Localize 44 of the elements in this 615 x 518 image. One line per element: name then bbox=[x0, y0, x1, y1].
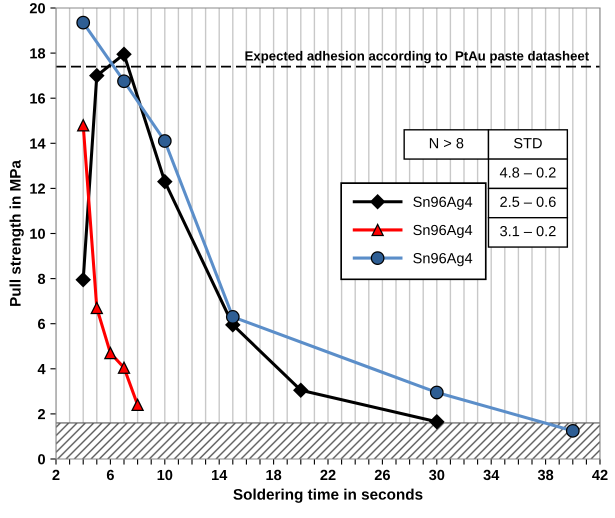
x-tick-label: 26 bbox=[374, 470, 390, 480]
point bbox=[90, 302, 103, 314]
y-tick-label: 18 bbox=[30, 48, 46, 59]
x-tick-label: 34 bbox=[483, 470, 500, 480]
ref-line-label: Expected adhesion according to PtAu paste datasheet bbox=[245, 50, 589, 64]
point bbox=[131, 398, 144, 412]
point bbox=[293, 382, 308, 398]
y-tick-label: 4 bbox=[38, 364, 46, 374]
point bbox=[104, 346, 117, 360]
x-tick-label: 22 bbox=[320, 470, 336, 480]
x-axis-title: Soldering time in seconds bbox=[233, 488, 422, 503]
legend-label: Sn96Ag4 bbox=[413, 224, 472, 238]
legend-label: Sn96Ag4 bbox=[413, 196, 472, 210]
y-tick-label: 14 bbox=[30, 138, 46, 149]
point bbox=[89, 68, 104, 84]
point bbox=[77, 119, 90, 132]
y-axis-title: Pull strength in MPa bbox=[10, 160, 24, 306]
y-tick-label: 16 bbox=[30, 93, 46, 104]
x-tick-label: 6 bbox=[106, 470, 114, 480]
annotation: STD bbox=[514, 138, 542, 148]
legend-label: Sn96Ag4 bbox=[413, 253, 472, 266]
y-tick-label: 6 bbox=[38, 318, 46, 330]
point bbox=[116, 46, 132, 62]
y-tick-label: 2 bbox=[38, 409, 45, 420]
point bbox=[157, 174, 172, 190]
point bbox=[118, 361, 130, 374]
x-tick-label: 10 bbox=[158, 470, 172, 480]
y-tick-label: 12 bbox=[30, 184, 45, 194]
x-tick-label: 42 bbox=[592, 470, 608, 480]
x-tick-label: 2 bbox=[52, 470, 60, 480]
x-tick-label: 14 bbox=[212, 470, 228, 480]
y-tick-label: 20 bbox=[30, 3, 45, 14]
point bbox=[429, 414, 444, 430]
annotation: 2.5 – 0.6 bbox=[500, 196, 556, 207]
annotation: N > 8 bbox=[430, 138, 464, 148]
point bbox=[76, 272, 91, 288]
x-tick-label: 18 bbox=[266, 470, 282, 480]
annotation: 3.1 – 0.2 bbox=[500, 226, 556, 236]
x-tick-label: 30 bbox=[429, 470, 444, 480]
x-tick-label: 38 bbox=[538, 470, 554, 480]
y-tick-label: 8 bbox=[38, 274, 46, 284]
y-tick-label: 0 bbox=[38, 454, 45, 464]
annotation: 4.8 – 0.2 bbox=[500, 167, 556, 178]
y-tick-label: 10 bbox=[30, 228, 45, 239]
